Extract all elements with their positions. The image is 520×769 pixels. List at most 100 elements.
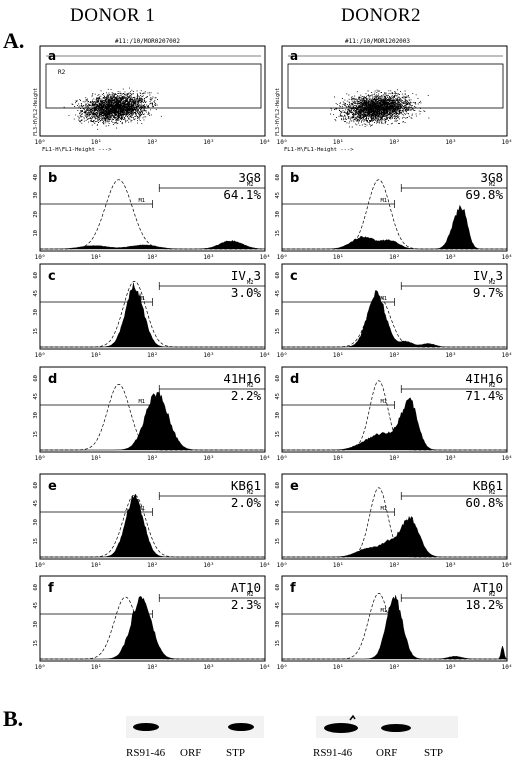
y-tick: 60	[275, 584, 281, 591]
x-tick: 10³	[203, 562, 214, 569]
y-tick: 60	[33, 272, 39, 279]
y-tick: 45	[33, 393, 39, 400]
lane-label-d2-rs91-46: RS91-46	[313, 747, 353, 759]
x-tick: 10⁰	[35, 562, 46, 569]
histogram-e-donor1: 60 45 30 15 10⁰ 10¹ 10² 10³ 10⁴ M1 M2 e KB61 2.0%	[33, 473, 270, 569]
blot-strip-donor2	[316, 716, 458, 738]
positive-percent: 9.7%	[473, 285, 504, 300]
y-tick: 15	[275, 538, 281, 545]
x-tick: 10⁴	[260, 352, 271, 359]
panel-label-c: c	[48, 269, 56, 284]
lane-label-d2-orf: ORF	[376, 747, 398, 759]
y-tick: 30	[275, 309, 281, 316]
panel-label-e: e	[48, 479, 57, 494]
y-tick: 30	[275, 211, 281, 218]
band-d2-rs91-46	[324, 723, 358, 733]
histogram-b-donor1: 40 30 20 10 10⁰ 10¹ 10² 10³ 10⁴ M1 M2 b 3G8 64.1%	[33, 165, 270, 261]
x-tick: 10⁰	[277, 562, 288, 569]
y-tick: 60	[33, 375, 39, 382]
band-d1-rs91-46	[133, 723, 159, 731]
positive-percent: 18.2%	[465, 597, 503, 612]
y-tick: 45	[275, 602, 281, 609]
antibody-label: AT10	[473, 580, 503, 595]
marker-m1-label: M1	[139, 608, 146, 614]
histogram-b-donor2: 60 45 30 15 10⁰ 10¹ 10² 10³ 10⁴ M1 M2 b 3G8 69.8%	[275, 165, 512, 261]
x-tick: 10²	[389, 664, 400, 671]
x-tick: 10¹	[333, 455, 344, 462]
y-tick: 15	[33, 640, 39, 647]
histogram-c-donor2: 60 45 30 15 10⁰ 10¹ 10² 10³ 10⁴ M1 M2 c IV.3 9.7%	[275, 263, 512, 359]
scatter-x-tick: 10¹	[91, 139, 102, 146]
antibody-label: IV.3	[231, 268, 261, 283]
positive-percent: 64.1%	[223, 187, 261, 202]
x-tick: 10³	[203, 664, 214, 671]
x-tick: 10³	[203, 352, 214, 359]
marker-m1-label: M1	[381, 506, 388, 512]
x-tick: 10³	[445, 352, 456, 359]
x-tick: 10⁴	[502, 664, 513, 671]
scatter-x-label: FL1-H\FL1-Height --->	[284, 147, 354, 153]
marker-m2	[158, 385, 265, 393]
sample-histogram	[282, 204, 507, 250]
marker-m2	[400, 282, 507, 290]
lane-label-d1-rs91-46: RS91-46	[126, 747, 166, 759]
x-tick: 10²	[389, 352, 400, 359]
section-a-label: A.	[3, 28, 25, 53]
panel-label-f: f	[48, 581, 54, 596]
x-tick: 10³	[445, 455, 456, 462]
scatter-x-tick: 10⁴	[260, 139, 271, 146]
x-tick: 10²	[147, 455, 158, 462]
x-tick: 10¹	[91, 455, 102, 462]
x-tick: 10³	[203, 455, 214, 462]
y-tick: 30	[275, 519, 281, 526]
histogram-d-donor1: 60 45 30 15 10⁰ 10¹ 10² 10³ 10⁴ M1 M2 d 41H16 2.2%	[33, 366, 270, 462]
y-tick: 45	[275, 192, 281, 199]
lane-label-d1-orf: ORF	[180, 747, 202, 759]
x-tick: 10²	[147, 664, 158, 671]
x-tick: 10²	[147, 562, 158, 569]
marker-m1-label: M1	[381, 296, 388, 302]
marker-m2-label: M2	[247, 182, 254, 188]
x-tick: 10¹	[333, 664, 344, 671]
marker-m2	[400, 492, 507, 500]
marker-m2-label: M2	[489, 490, 496, 496]
marker-m1-label: M1	[139, 296, 146, 302]
control-histogram	[40, 179, 265, 250]
panel-label-e: e	[290, 479, 299, 494]
marker-m2-label: M2	[247, 490, 254, 496]
x-tick: 10¹	[91, 352, 102, 359]
antibody-label: KB61	[231, 478, 261, 493]
x-tick: 10⁰	[35, 455, 46, 462]
marker-m1-label: M1	[139, 506, 146, 512]
marker-m2	[400, 385, 507, 393]
marker-m2-label: M2	[247, 383, 254, 389]
marker-m2-label: M2	[489, 182, 496, 188]
y-tick: 15	[275, 328, 281, 335]
x-tick: 10⁴	[502, 455, 513, 462]
histogram-c-donor1: 60 45 30 15 10⁰ 10¹ 10² 10³ 10⁴ M1 M2 c IV.3 3.0%	[33, 263, 270, 359]
marker-m1-label: M1	[381, 198, 388, 204]
marker-m2	[400, 184, 507, 192]
x-tick: 10⁰	[35, 254, 46, 261]
x-tick: 10⁴	[260, 254, 271, 261]
y-tick: 45	[275, 500, 281, 507]
y-tick: 45	[33, 602, 39, 609]
scatter-plot-donor1: 10⁰ 10¹ 10² 10³ 10⁴ FL1-H\FL1-Height ---> FL3-…	[33, 45, 270, 153]
donor1-header: DONOR 1	[70, 5, 156, 26]
y-tick: 30	[33, 519, 39, 526]
y-tick: 30	[275, 412, 281, 419]
control-histogram	[282, 487, 507, 558]
y-tick: 45	[33, 500, 39, 507]
marker-m2-label: M2	[489, 280, 496, 286]
y-tick: 15	[33, 431, 39, 438]
antibody-label: AT10	[231, 580, 261, 595]
y-tick: 15	[275, 431, 281, 438]
y-tick: 60	[275, 174, 281, 181]
donor2-header: DONOR2	[341, 5, 422, 26]
antibody-label: IV.3	[473, 268, 503, 283]
x-tick: 10⁰	[35, 664, 46, 671]
antibody-label: 3G8	[480, 170, 503, 185]
x-tick: 10²	[147, 254, 158, 261]
marker-m2-label: M2	[489, 383, 496, 389]
lane-label-d1-stp: STP	[226, 747, 245, 759]
